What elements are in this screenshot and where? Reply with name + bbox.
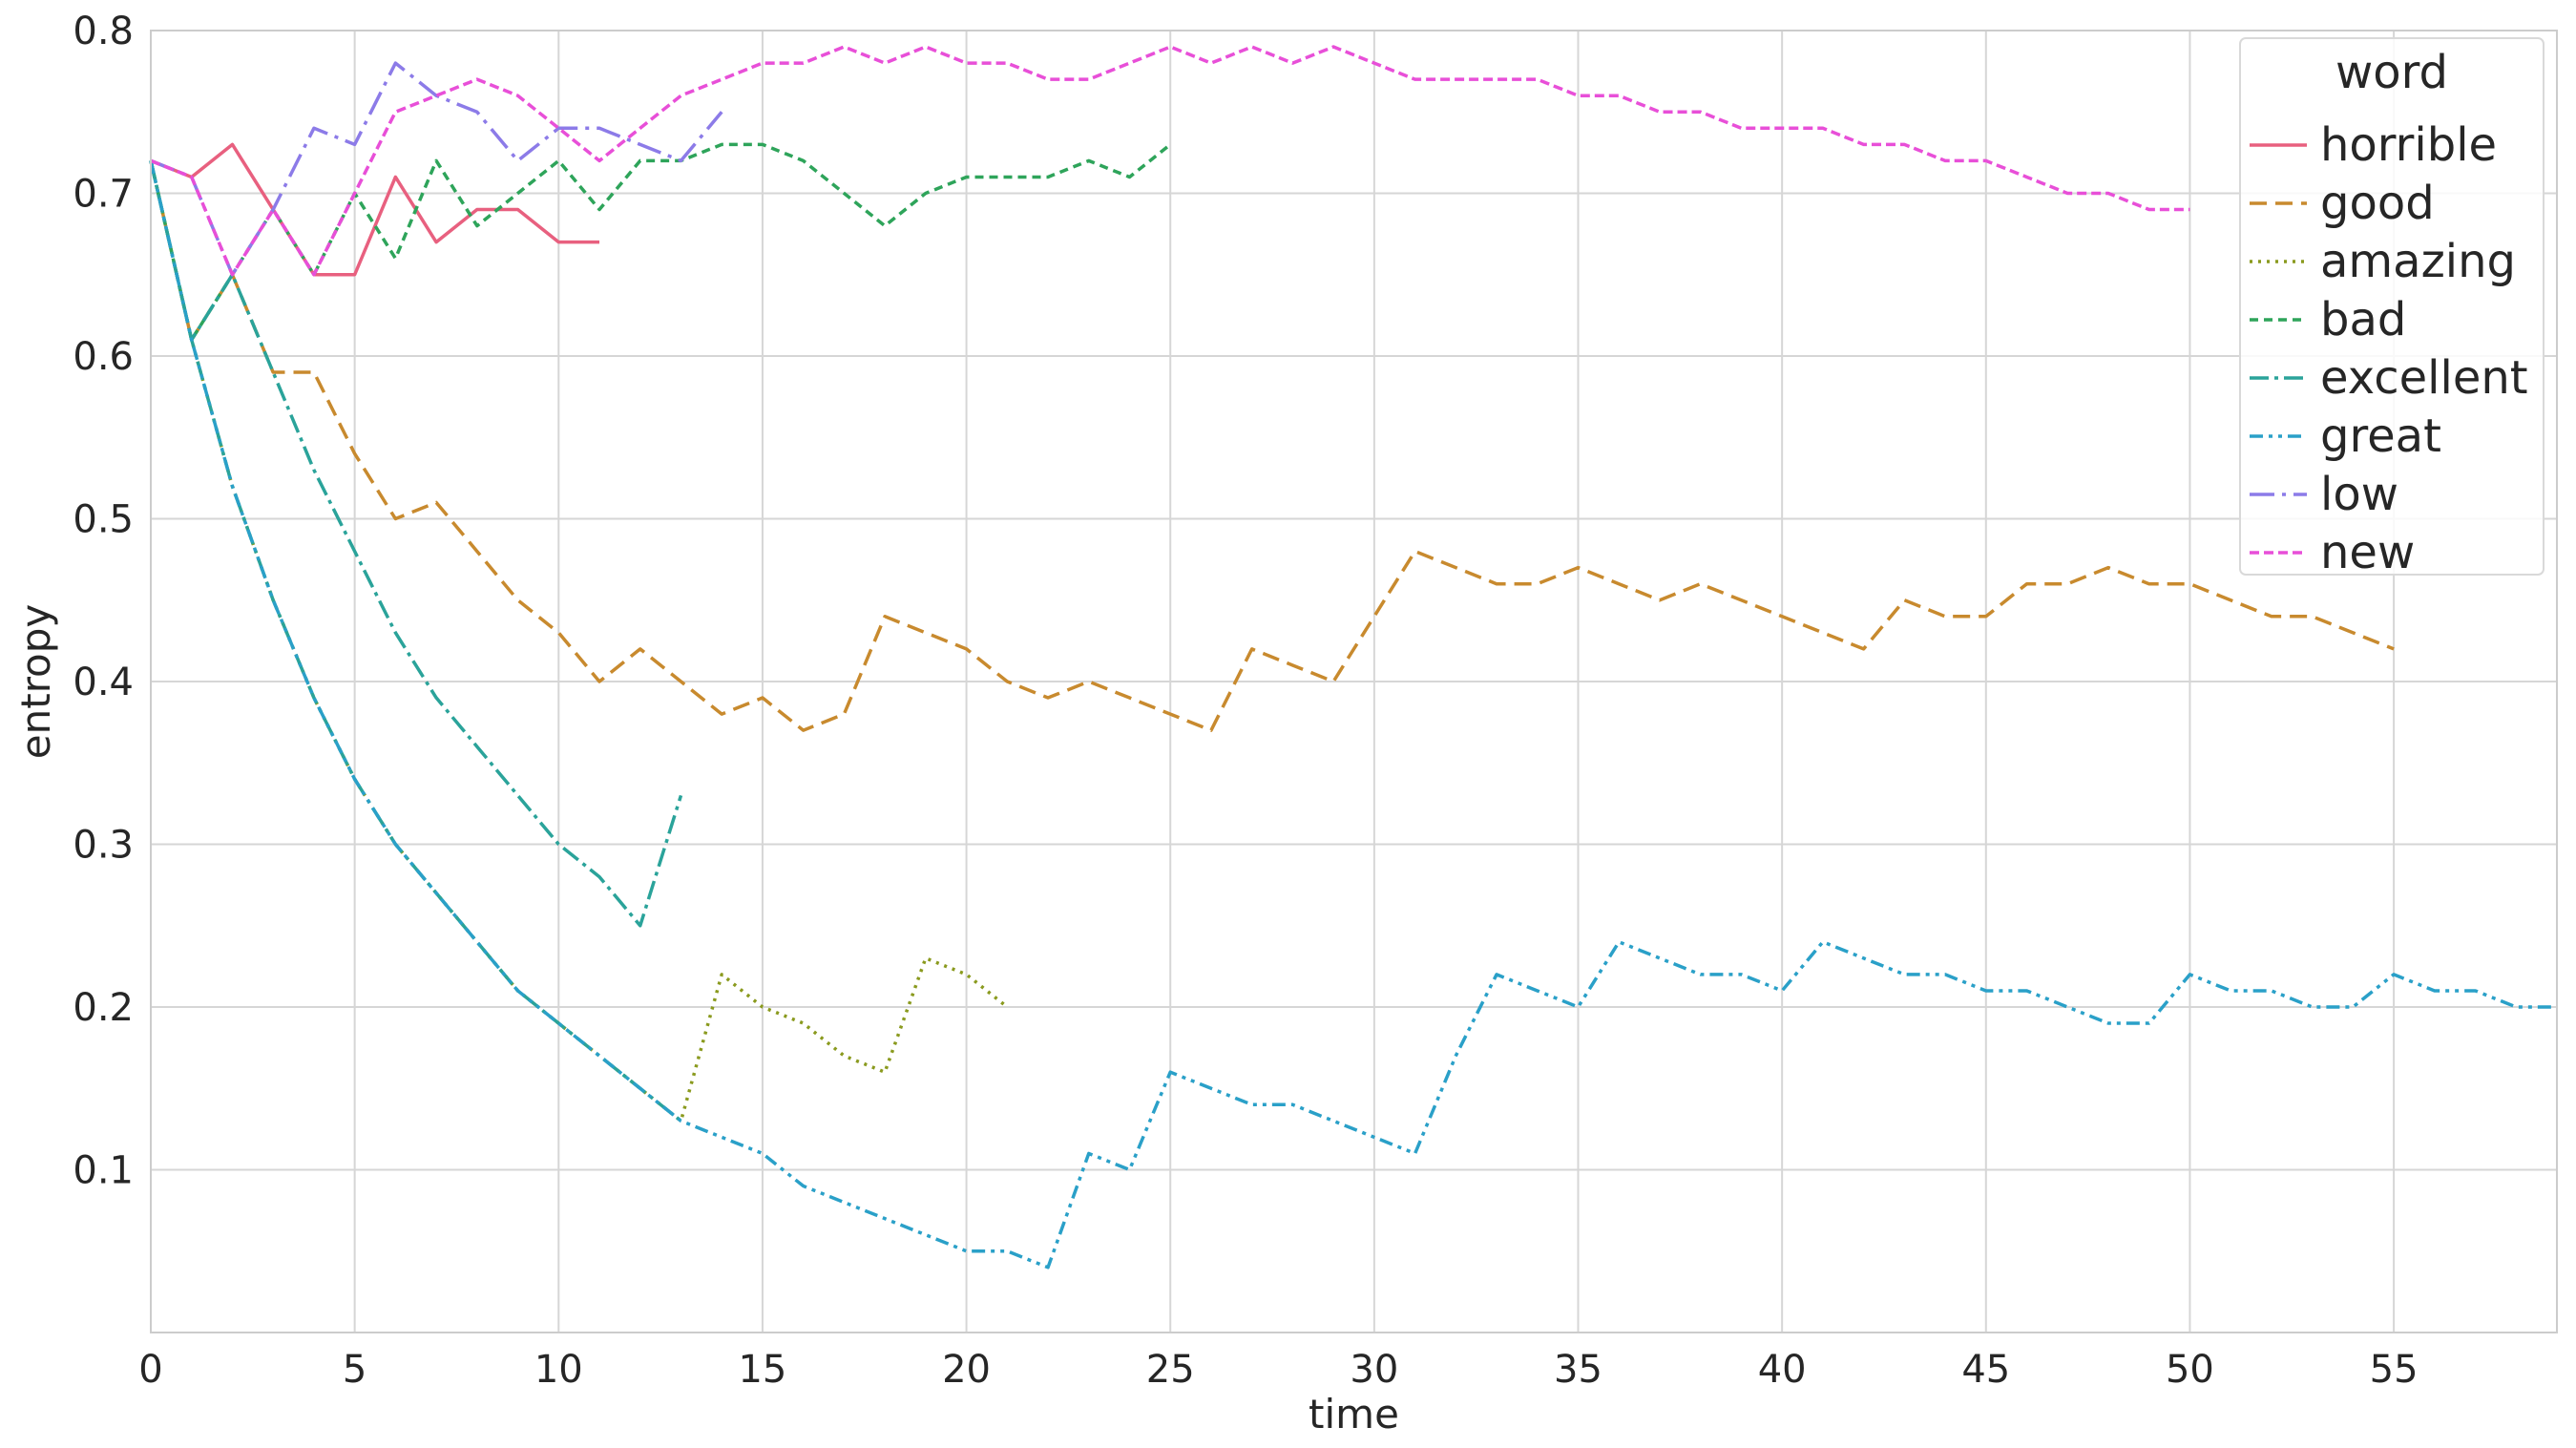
plot-frame — [150, 30, 2558, 1333]
series-line-horrible — [150, 142, 600, 277]
series-line-good — [149, 160, 2395, 732]
y-tick-label: 0.3 — [73, 824, 134, 868]
legend-label-new: new — [2320, 526, 2415, 579]
legend-label-great: great — [2320, 409, 2441, 463]
legend-label-horrible: horrible — [2320, 118, 2497, 172]
x-tick-label: 55 — [2370, 1348, 2419, 1392]
legend-label-good: good — [2320, 177, 2435, 230]
y-tick-label: 0.2 — [73, 986, 134, 1030]
series-lines — [149, 45, 2557, 1270]
x-tick-label: 15 — [738, 1348, 786, 1392]
series-line-low — [150, 61, 723, 277]
y-tick-label: 0.7 — [73, 173, 134, 217]
legend-label-low: low — [2320, 468, 2398, 521]
legend: word horriblegoodamazingbadexcellentgreat… — [2239, 37, 2545, 579]
legend-label-amazing: amazing — [2320, 235, 2516, 288]
series-line-new — [150, 45, 2190, 277]
x-tick-label: 10 — [534, 1348, 583, 1392]
x-tick-label: 35 — [1554, 1348, 1602, 1392]
legend-label-bad: bad — [2320, 293, 2406, 346]
legend-title: word — [2335, 46, 2448, 99]
x-tick-label: 0 — [138, 1348, 162, 1392]
x-tick-label: 45 — [1961, 1348, 2010, 1392]
y-tick-label: 0.5 — [73, 498, 134, 542]
x-tick-label: 50 — [2166, 1348, 2214, 1392]
x-tick-label: 25 — [1146, 1348, 1195, 1392]
y-tick-label: 0.1 — [73, 1149, 134, 1193]
y-tick-label: 0.8 — [73, 10, 134, 53]
x-tick-label: 40 — [1758, 1348, 1807, 1392]
series-line-great — [149, 160, 2557, 1270]
axes: 0 5 10 15 20 25 30 35 40 45 50 55 0.1 0.2 0.3 0.4 0.5 0.6… — [12, 10, 2558, 1438]
x-tick-label: 5 — [343, 1348, 367, 1392]
x-tick-label: 20 — [942, 1348, 991, 1392]
legend-box — [2239, 37, 2545, 576]
y-axis-label: entropy — [12, 604, 59, 759]
legend-label-excellent: excellent — [2320, 351, 2528, 405]
y-tick-label: 0.6 — [73, 335, 134, 379]
x-axis-label: time — [1309, 1391, 1399, 1438]
x-tick-label: 30 — [1350, 1348, 1398, 1392]
y-tick-label: 0.4 — [73, 661, 134, 704]
series-line-excellent-branch — [149, 160, 683, 928]
